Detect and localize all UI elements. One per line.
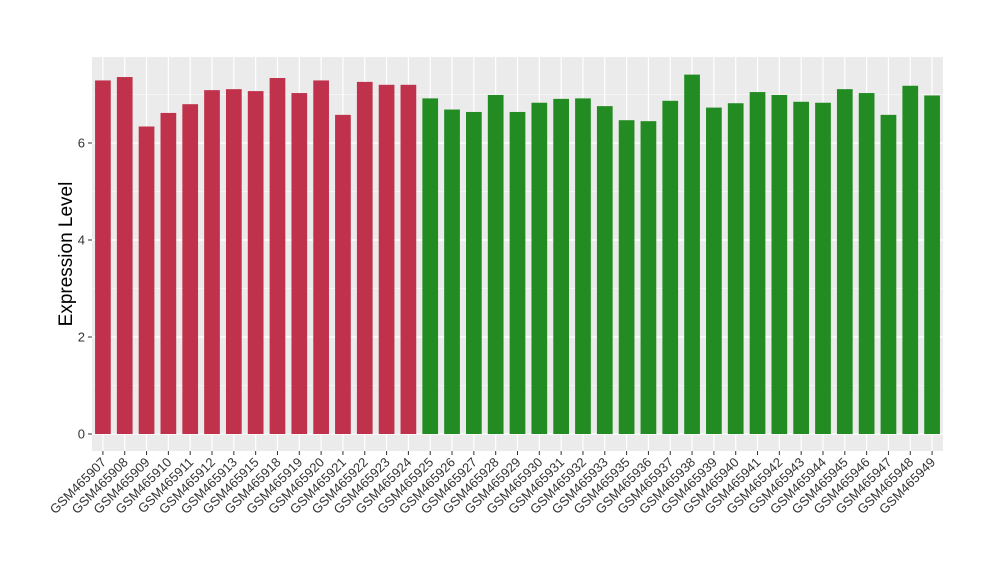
bar-GSM465921 [335,114,351,435]
bar-GSM465948 [902,85,919,435]
bar-GSM465939 [706,107,722,434]
bar-GSM465942 [771,94,788,435]
y-tick-label: 2 [78,330,85,345]
bar-GSM465922 [356,81,373,434]
bar-GSM465937 [662,100,679,435]
bar-GSM465927 [466,111,482,435]
bars [95,74,940,435]
bar-GSM465935 [618,120,635,434]
bar-GSM465919 [291,93,308,435]
bar-GSM465909 [138,126,155,434]
y-tick-label: 4 [78,233,85,248]
bar-GSM465941 [749,92,766,434]
bar-GSM465925 [422,98,439,434]
bar-GSM465938 [684,74,700,435]
bar-GSM465920 [313,80,329,434]
bar-GSM465943 [793,101,810,435]
bar-GSM465929 [509,111,526,435]
bar-GSM465933 [596,106,613,434]
bar-GSM465945 [836,89,853,434]
bar-GSM465940 [727,103,744,434]
bar-GSM465908 [116,77,133,434]
bar-GSM465947 [880,114,897,435]
bar-GSM465930 [531,102,548,435]
y-axis-title: Expression Level [56,182,77,327]
bar-GSM465907 [95,80,111,434]
bar-GSM465946 [858,93,875,435]
bar-GSM465931 [553,98,569,435]
bar-GSM465915 [247,91,264,434]
bar-GSM465944 [815,102,831,435]
y-tick-label: 0 [78,427,85,442]
bar-GSM465926 [444,109,460,434]
x-axis: GSM465907GSM465908GSM465909GSM465910GSM4… [47,451,938,517]
bar-GSM465923 [378,84,395,435]
bar-GSM465932 [575,98,591,434]
bar-GSM465918 [269,78,286,434]
bar-GSM465949 [924,95,940,434]
bar-GSM465911 [182,104,199,434]
bar-GSM465910 [160,112,177,435]
bar-GSM465924 [400,84,417,435]
bar-GSM465912 [204,90,220,434]
bar-GSM465913 [225,89,242,434]
y-axis: 0 2 4 6 [78,136,92,442]
y-tick-label: 6 [78,136,85,151]
bar-GSM465936 [640,121,657,435]
bar-GSM465928 [487,94,504,435]
